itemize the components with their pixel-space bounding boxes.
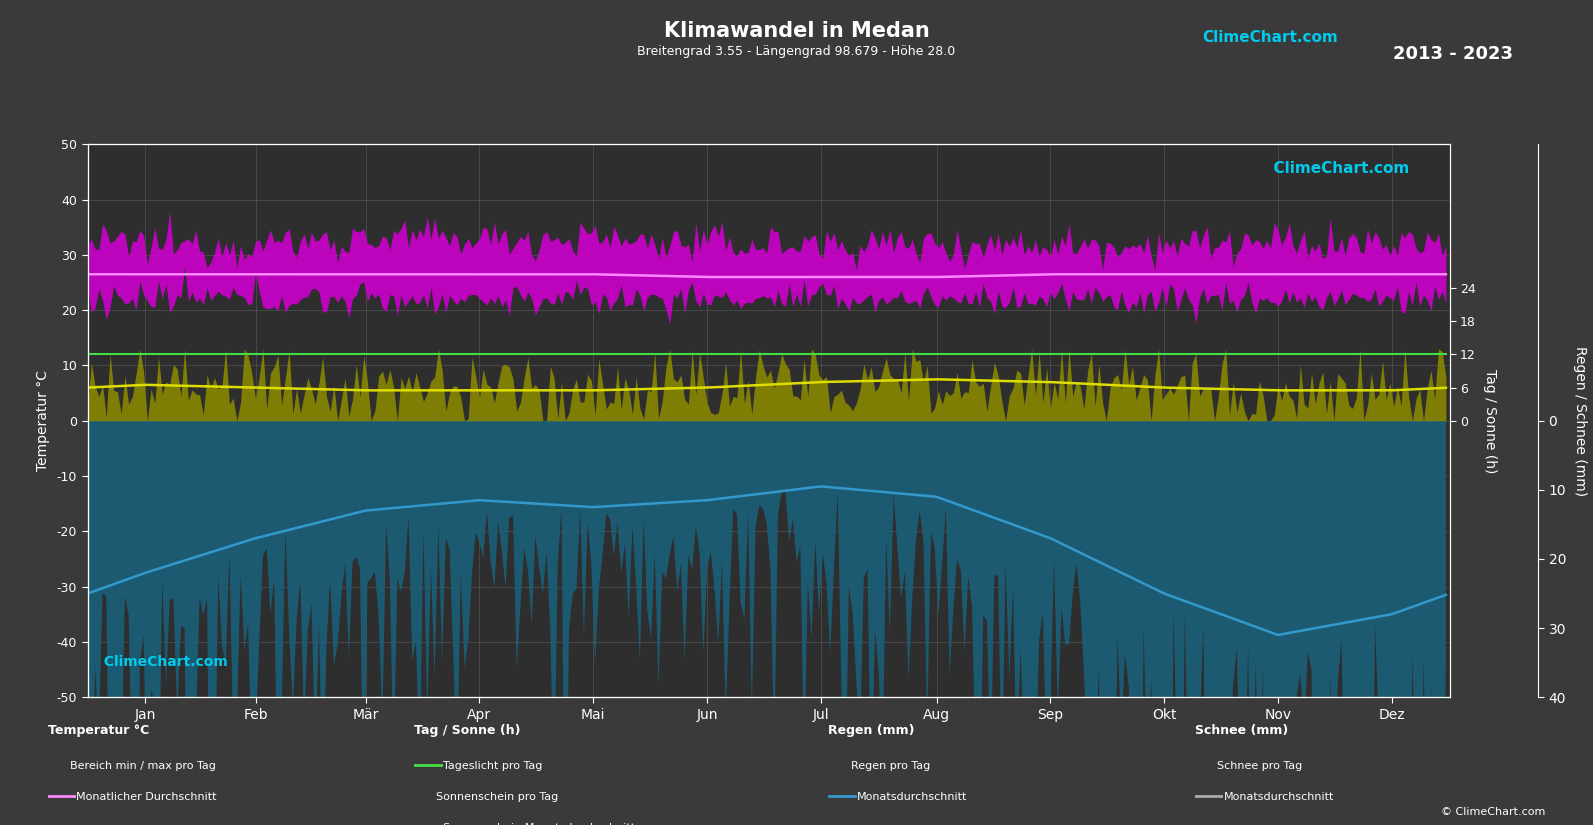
- Text: 2013 - 2023: 2013 - 2023: [1394, 45, 1513, 64]
- Text: Breitengrad 3.55 - Längengrad 98.679 - Höhe 28.0: Breitengrad 3.55 - Längengrad 98.679 - H…: [637, 45, 956, 59]
- Y-axis label: Tag / Sonne (h): Tag / Sonne (h): [1483, 369, 1497, 473]
- Y-axis label: Temperatur °C: Temperatur °C: [35, 370, 49, 471]
- Text: Regen pro Tag: Regen pro Tag: [851, 761, 930, 771]
- Text: Tageslicht pro Tag: Tageslicht pro Tag: [443, 761, 542, 771]
- Text: Schnee (mm): Schnee (mm): [1195, 724, 1289, 738]
- Text: Sonnenschein Monatsdurchschnitt: Sonnenschein Monatsdurchschnitt: [443, 823, 636, 825]
- Text: ClimeChart.com: ClimeChart.com: [1263, 161, 1408, 176]
- Text: ClimeChart.com: ClimeChart.com: [1203, 30, 1338, 45]
- Text: Schnee pro Tag: Schnee pro Tag: [1217, 761, 1303, 771]
- Text: Monatlicher Durchschnitt: Monatlicher Durchschnitt: [76, 792, 217, 802]
- Text: Klimawandel in Medan: Klimawandel in Medan: [664, 21, 929, 40]
- Text: Monatsdurchschnitt: Monatsdurchschnitt: [1223, 792, 1333, 802]
- Text: Bereich min / max pro Tag: Bereich min / max pro Tag: [70, 761, 217, 771]
- Y-axis label: Regen / Schnee (mm): Regen / Schnee (mm): [1572, 346, 1587, 496]
- Text: Monatsdurchschnitt: Monatsdurchschnitt: [857, 792, 967, 802]
- Text: Sonnenschein pro Tag: Sonnenschein pro Tag: [436, 792, 559, 802]
- Text: Temperatur °C: Temperatur °C: [48, 724, 150, 738]
- Text: Regen (mm): Regen (mm): [828, 724, 914, 738]
- Text: © ClimeChart.com: © ClimeChart.com: [1440, 807, 1545, 817]
- Text: ClimeChart.com: ClimeChart.com: [94, 656, 228, 670]
- Text: Tag / Sonne (h): Tag / Sonne (h): [414, 724, 521, 738]
